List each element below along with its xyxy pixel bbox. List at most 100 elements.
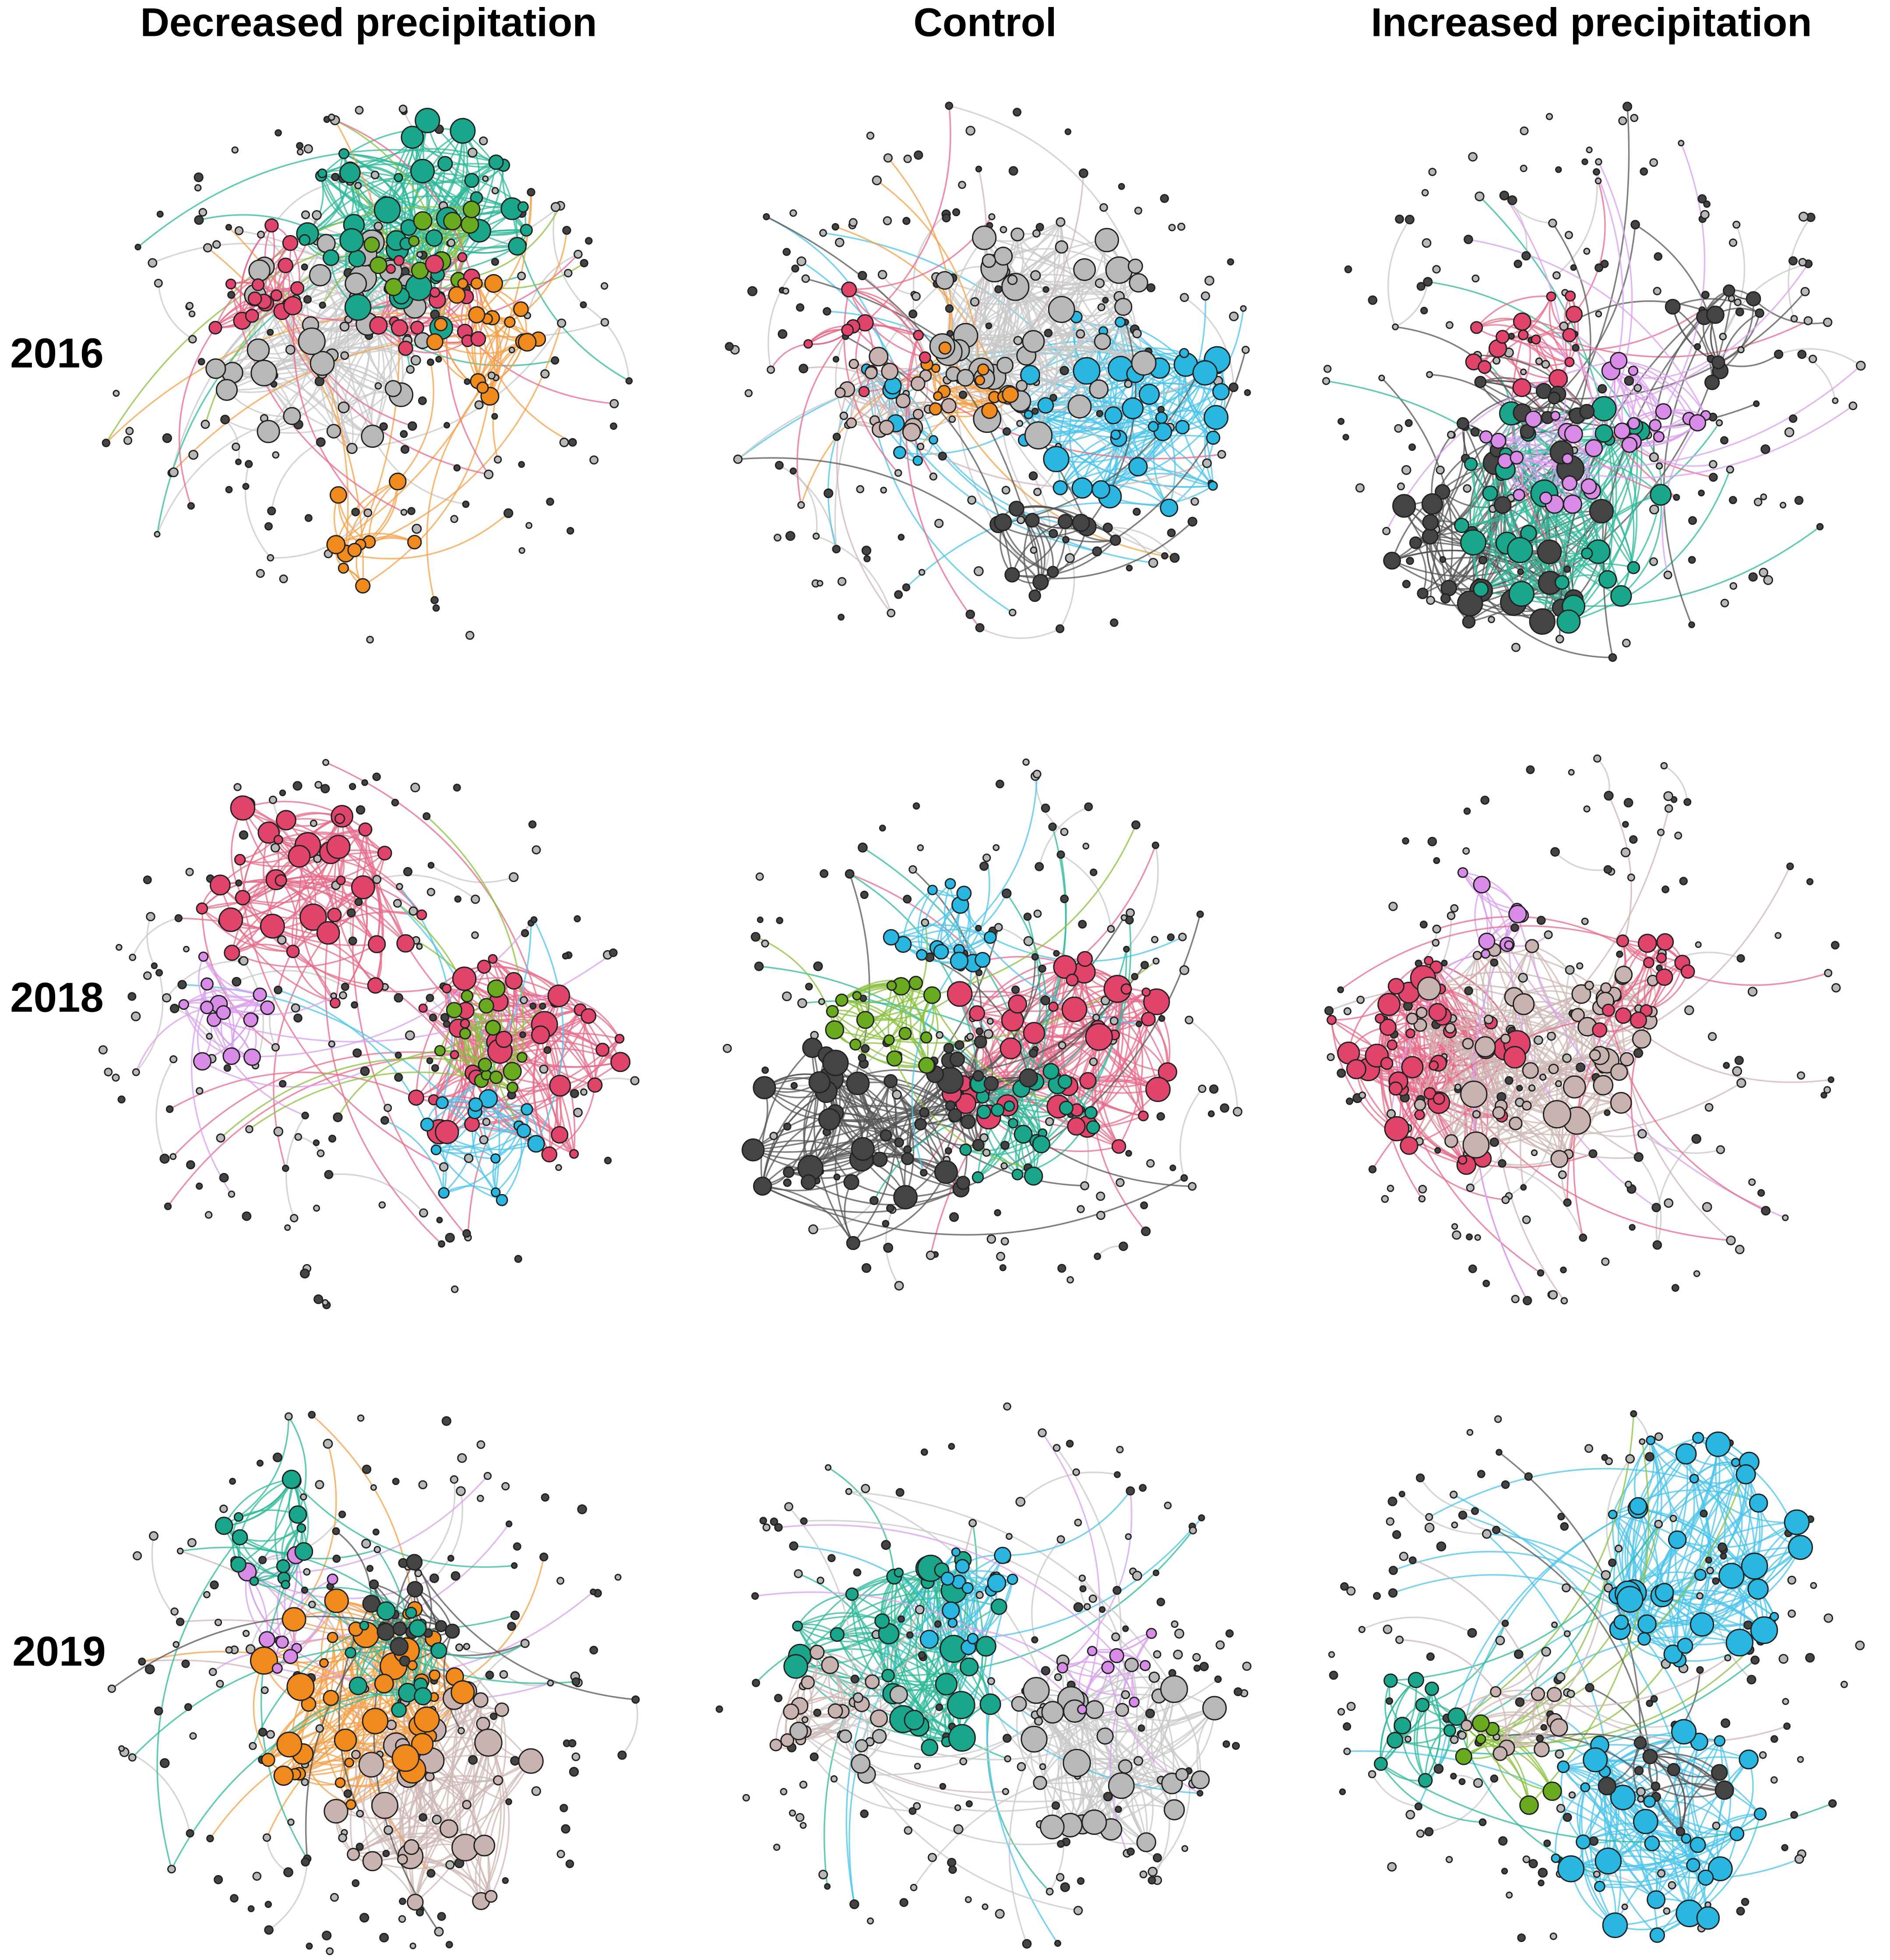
node <box>1564 424 1583 444</box>
node <box>393 255 405 266</box>
node <box>419 1208 428 1218</box>
node <box>1481 949 1491 959</box>
node <box>1552 271 1561 280</box>
node <box>1217 450 1226 459</box>
node <box>1490 432 1506 449</box>
node <box>1042 286 1049 293</box>
node <box>775 461 784 470</box>
node <box>1422 238 1432 248</box>
node <box>465 631 475 640</box>
node <box>1048 822 1057 831</box>
node <box>996 357 1014 374</box>
node <box>1786 862 1794 871</box>
edge <box>354 323 563 551</box>
node <box>912 292 921 301</box>
node <box>1032 1135 1051 1154</box>
node <box>1522 1215 1531 1224</box>
node <box>471 931 479 939</box>
node <box>169 1055 178 1064</box>
node <box>851 1137 875 1161</box>
node <box>174 914 183 923</box>
node <box>1115 316 1126 328</box>
node <box>505 972 523 990</box>
node <box>1560 1266 1567 1274</box>
node <box>882 1220 890 1227</box>
node <box>1516 1085 1523 1092</box>
node <box>1789 414 1798 423</box>
node <box>916 949 928 961</box>
edge <box>476 192 532 316</box>
edge <box>1059 539 1075 629</box>
node <box>346 908 356 917</box>
node <box>1073 258 1096 281</box>
node <box>886 1204 895 1212</box>
node <box>1630 114 1639 122</box>
node <box>892 1089 902 1100</box>
node <box>1565 965 1575 975</box>
node <box>1064 128 1072 135</box>
edge <box>263 346 416 374</box>
edge <box>1108 527 1154 563</box>
node <box>796 303 805 312</box>
node <box>204 1211 213 1219</box>
node <box>893 1185 918 1210</box>
node <box>1141 987 1151 997</box>
node <box>1624 376 1634 386</box>
node <box>1147 421 1159 432</box>
node <box>132 1068 140 1076</box>
node <box>1048 1001 1059 1012</box>
node <box>831 223 839 231</box>
node <box>1110 429 1121 440</box>
node <box>1048 296 1075 323</box>
node <box>1422 528 1439 545</box>
node <box>298 327 326 355</box>
node <box>1457 867 1468 878</box>
node <box>453 783 461 792</box>
node <box>1548 1064 1559 1075</box>
node <box>1520 369 1527 376</box>
node <box>98 1045 108 1055</box>
node <box>1416 282 1425 291</box>
column-title: Increased precipitation <box>1371 0 1812 45</box>
node <box>507 1082 518 1094</box>
node <box>1555 166 1562 173</box>
node <box>808 1071 831 1093</box>
node <box>193 1052 212 1071</box>
node <box>1630 220 1640 230</box>
node <box>872 1152 888 1167</box>
node <box>116 944 123 951</box>
edge <box>1618 360 1656 425</box>
node <box>1220 1103 1229 1113</box>
edge <box>345 481 398 554</box>
edge <box>1431 423 1464 504</box>
node <box>230 795 256 821</box>
node <box>1468 1265 1477 1273</box>
node <box>918 1057 935 1074</box>
edge <box>943 391 1175 559</box>
node <box>1337 1068 1346 1078</box>
node <box>898 1026 912 1040</box>
node <box>897 534 905 541</box>
edge <box>1108 527 1176 558</box>
node <box>246 338 270 362</box>
node <box>1493 496 1512 514</box>
node <box>243 1012 258 1028</box>
node <box>1428 168 1437 176</box>
node <box>944 1147 952 1155</box>
node <box>1753 498 1763 506</box>
node <box>484 274 503 293</box>
node <box>846 417 857 429</box>
node <box>338 401 350 414</box>
node <box>825 1020 845 1040</box>
node <box>1096 1211 1105 1220</box>
node <box>420 1117 434 1132</box>
node <box>408 1089 424 1106</box>
node <box>1400 1136 1418 1155</box>
edge <box>836 389 892 614</box>
node <box>1723 284 1735 297</box>
node <box>185 868 194 876</box>
node <box>394 1073 403 1082</box>
node <box>1734 1056 1744 1065</box>
node <box>1179 965 1190 975</box>
node <box>405 1030 415 1040</box>
